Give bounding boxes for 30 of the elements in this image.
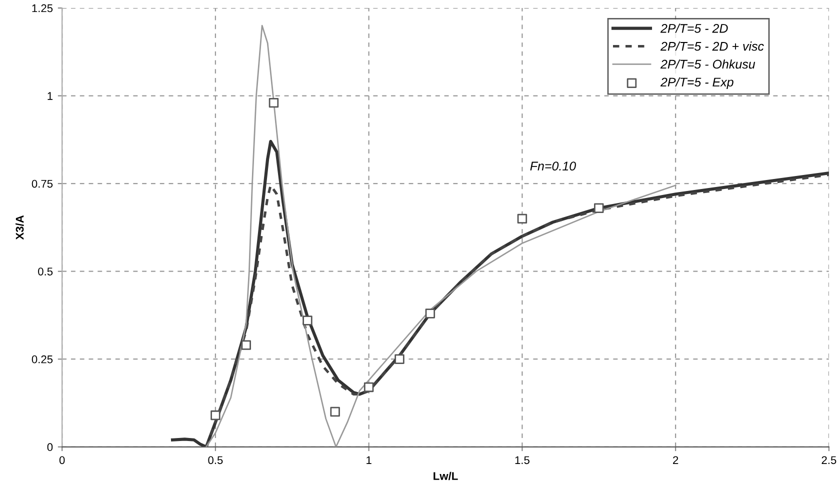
y-axis-title: X3/A: [16, 215, 24, 240]
y-tick-label: 0.5: [38, 268, 53, 276]
point: [517, 214, 528, 224]
x-tick-label: 0.5: [208, 456, 223, 464]
point: [268, 98, 279, 108]
x-tick-label: 2.5: [822, 456, 836, 464]
y-tick-label: 0.75: [32, 180, 53, 188]
point: [241, 340, 251, 350]
point: [394, 354, 404, 364]
legend-label: 2P/T=5 - 2D: [660, 24, 728, 33]
legend-label: 2P/T=5 - 2D + visc: [660, 42, 764, 51]
x-tick-label: 1: [366, 456, 372, 464]
y-tick-label: 0.25: [32, 355, 53, 364]
line-series: [205, 174, 829, 447]
point: [330, 406, 340, 417]
point: [302, 316, 312, 326]
x-axis-title: Lw/L: [434, 472, 458, 480]
y-tick-label: 1.25: [32, 4, 53, 12]
x-tick-label: 0: [59, 456, 65, 464]
y-tick-label: 0: [47, 443, 53, 452]
point: [210, 410, 220, 420]
legend-label: 2P/T=5 - Ohkusu: [660, 59, 756, 69]
point: [594, 203, 604, 214]
annotation: Fn=0.10: [530, 162, 576, 171]
point: [364, 382, 374, 392]
point: [425, 308, 436, 318]
x-tick-label: 1.5: [515, 456, 530, 464]
x-tick-label: 2: [673, 456, 678, 464]
legend-label: 2P/T=5 - Exp: [660, 77, 734, 90]
y-tick-label: 1: [48, 92, 53, 100]
